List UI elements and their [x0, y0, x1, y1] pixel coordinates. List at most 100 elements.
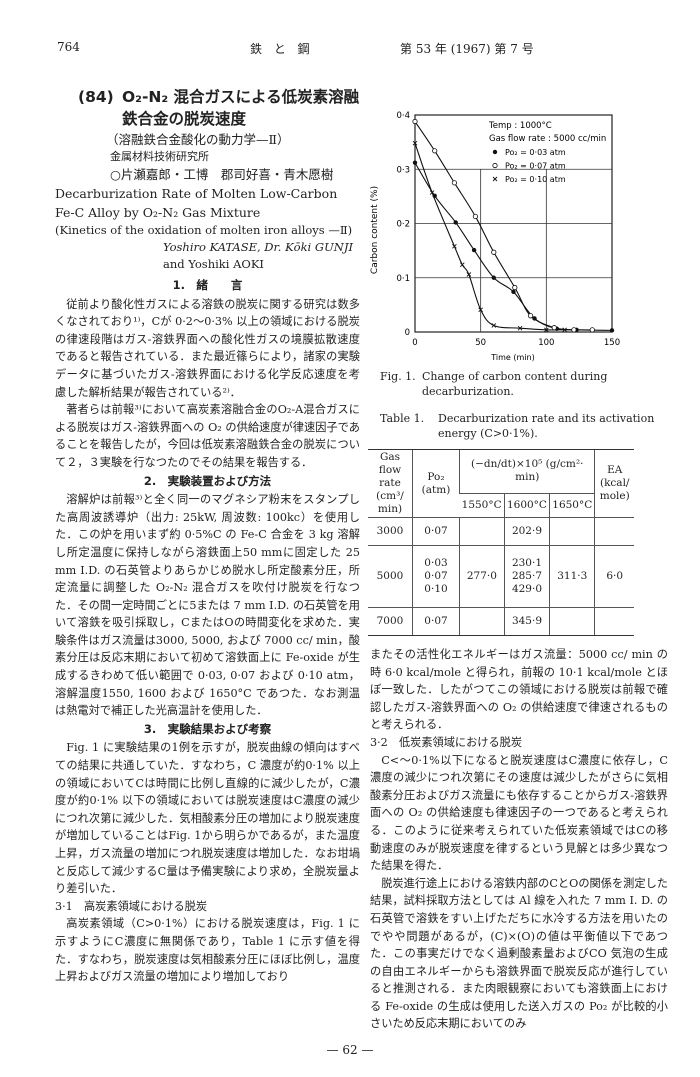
- header-1650: 1650°C: [549, 493, 595, 519]
- table-row: 3000 0·07 202·9: [368, 517, 634, 546]
- running-header: 764 鉄 と 鋼 第 53 年 (1967) 第 7 号: [0, 0, 700, 72]
- authors-en-2: and Yoshiki AOKI: [163, 257, 264, 271]
- section-heading-2: 2. 実験装置および方法: [143, 473, 272, 488]
- subsection-heading-3-2: 3·2 低炭素領域における脱炭: [370, 735, 523, 749]
- y-tick-label: 0·1: [396, 274, 410, 284]
- figure-label: Fig. 1.: [380, 370, 416, 383]
- table-label: Table 1.: [380, 412, 425, 425]
- cell-1550: [459, 517, 505, 546]
- data-point-series-3: [459, 262, 465, 268]
- cell-1600: 230·1 285·7 429·0: [503, 545, 550, 608]
- header-ea: EA (kcal/ mole): [594, 449, 634, 518]
- decarburization-table: Gas flow rate (cm³/ min) Po₂ (atm) (−dn/…: [368, 449, 634, 636]
- affiliation: 金属材料技術研究所: [110, 150, 209, 163]
- data-point-series-2: [527, 313, 534, 319]
- data-point-series-1: [471, 247, 477, 253]
- data-point-series-2: [589, 327, 595, 333]
- data-point-series-1: [609, 328, 615, 333]
- cell-1650: 311·3: [549, 545, 595, 608]
- title-ja-2: 鉄合金の脱炭速度: [122, 110, 247, 128]
- x-tick-label: 0: [412, 338, 417, 348]
- table-row: 5000 0·03 0·07 0·10 277·0 230·1 285·7 429·0…: [368, 545, 634, 608]
- cell-gas: 7000: [368, 607, 413, 636]
- header-rate: (−dn/dt)×10⁵ (g/cm²· min): [458, 449, 595, 494]
- data-point-series-3: [412, 140, 418, 146]
- paragraph: またその活性化エネルギーはガス流量：5000 cc/ min の時 6·0 kc…: [370, 648, 668, 732]
- data-point-series-1: [511, 289, 516, 295]
- data-point-series-2: [491, 249, 497, 255]
- paragraph: C<〜0·1%以下になると脱炭速度はC濃度に依存し，C濃度の減少につれ次第にその…: [370, 753, 668, 873]
- cell-po2: 0·07: [412, 607, 460, 636]
- x-axis-label: Time (min): [490, 353, 534, 362]
- left-body: 1. 緒 言 従前より酸化性ガスによる溶鉄の脱炭に関する研究は数多くなされており…: [55, 277, 360, 986]
- legend-label-1: Po₂ = 0·03 atm: [505, 148, 566, 157]
- page-columns: (84) O₂-N₂ 混合ガスによる低炭素溶融 鉄合金の脱炭速度 （溶融鉄合金酸…: [0, 72, 700, 1033]
- section-heading-1: 1. 緒 言: [172, 278, 243, 292]
- series-curve-2: [414, 121, 593, 331]
- cell-1600: 202·9: [503, 517, 550, 546]
- cell-ea: [594, 607, 634, 636]
- data-point-series-2: [412, 118, 418, 125]
- subsection-heading-3-1: 3·1 高炭素領域における脱炭: [55, 899, 208, 913]
- legend-marker-1: [492, 149, 498, 155]
- chart-annotation-flow: Gas flow rate : 5000 cc/min: [489, 134, 606, 144]
- table-caption: Table 1. Decarburization rate and its ac…: [380, 411, 668, 441]
- figure-caption: Fig. 1. Change of carbon content during …: [380, 369, 668, 399]
- paragraph: 溶解炉は前報³⁾と全く同一のマグネシア粉末をスタンプした高周波誘導炉（出力: 2…: [55, 493, 360, 718]
- cell-ea: 6·0: [594, 545, 634, 608]
- legend-marker-3: [492, 176, 498, 182]
- table-row: 7000 0·07 345·9: [368, 607, 634, 636]
- cell-po2: 0·03 0·07 0·10: [412, 545, 460, 608]
- authors-en-1: Yoshiro KATASE, Dr. Kōki GUNJI: [163, 240, 353, 254]
- header-1600: 1600°C: [503, 493, 550, 519]
- series-curve-3: [414, 143, 565, 331]
- cell-1550: [459, 607, 505, 636]
- cell-1600: 345·9: [503, 607, 550, 636]
- data-point-series-3: [517, 325, 523, 331]
- data-point-series-3: [544, 327, 549, 333]
- x-tick-label: 50: [475, 338, 486, 348]
- cell-1550: 277·0: [459, 545, 505, 608]
- chart-legend: Po₂ = 0·03 atm Po₂ = 0·07 atm Po₂ = 0·10 a…: [492, 148, 566, 184]
- carbon-content-chart: 0 50 100 150 0 0·1 0·2 0·3 0·4 Carbon content (%…: [370, 111, 620, 362]
- y-tick-label: 0·2: [396, 220, 410, 230]
- title-en-2: Fe-C Alloy by O₂-N₂ Gas Mixture: [55, 205, 261, 220]
- paragraph: 脱炭進行途上における溶鉄内部のCとOの関係を測定した結果，試料採取方法としては …: [370, 876, 668, 1031]
- cell-gas: 5000: [368, 545, 413, 608]
- paragraph: 著者らは前報³⁾において高炭素溶融合金のO₂-A混合ガスによる脱炭はガス-溶鉄界…: [55, 403, 360, 469]
- title-ja-1: O₂-N₂ 混合ガスによる低炭素溶融: [122, 88, 360, 106]
- data-point-series-3: [466, 272, 472, 277]
- legend-label-2: Po₂ = 0·07 atm: [505, 162, 566, 171]
- header-po2: Po₂ (atm): [412, 449, 460, 518]
- data-point-series-1: [532, 316, 537, 321]
- subtitle-en: (Kinetics of the oxidation of molten iro…: [55, 223, 353, 237]
- section-heading-3: 3. 実験結果および考察: [143, 721, 272, 736]
- footer-page-number: — 62 —: [326, 1043, 374, 1058]
- cell-ea: [594, 517, 634, 546]
- journal-name: 鉄 と 鋼: [250, 42, 314, 56]
- table-caption-text: Decarburization rate and its activation …: [438, 412, 655, 440]
- chart-annotation-temp: Temp : 1000°C: [488, 121, 552, 131]
- data-point-series-1: [412, 160, 418, 165]
- paragraph: 高炭素領域（C>0·1%）における脱炭速度は，Fig. 1 に示すようにC濃度に…: [55, 917, 360, 984]
- paragraph: Fig. 1 に実験結果の1例を示すが，脱炭曲線の傾向はすべての結果に共通してい…: [55, 741, 360, 896]
- cell-1650: [549, 607, 595, 636]
- header-1550: 1550°C: [459, 493, 505, 519]
- data-point-series-3: [452, 243, 457, 249]
- y-tick-label: 0·4: [396, 111, 410, 121]
- paragraph: 従前より酸化性ガスによる溶鉄の脱炭に関する研究は数多くなされており¹⁾，Cが 0…: [55, 297, 360, 399]
- title-en-1: Decarburization Rate of Molten Low-Carbo…: [55, 186, 338, 201]
- data-point-series-2: [472, 213, 479, 220]
- x-tick-label: 150: [604, 338, 620, 348]
- data-point-series-2: [432, 148, 438, 154]
- title-block: (84) O₂-N₂ 混合ガスによる低炭素溶融 鉄合金の脱炭速度: [55, 86, 360, 130]
- data-point-series-3: [429, 190, 435, 195]
- y-tick-label: 0: [405, 328, 410, 338]
- data-point-series-2: [451, 180, 458, 186]
- data-point-series-3: [491, 323, 497, 328]
- right-column: 0 50 100 150 0 0·1 0·2 0·3 0·4 Carbon content (%…: [368, 72, 668, 1033]
- legend-marker-2: [492, 162, 498, 169]
- cell-1650: [549, 517, 595, 546]
- left-column: (84) O₂-N₂ 混合ガスによる低炭素溶融 鉄合金の脱炭速度 （溶融鉄合金酸…: [55, 72, 360, 986]
- y-tick-label: 0·3: [396, 165, 410, 175]
